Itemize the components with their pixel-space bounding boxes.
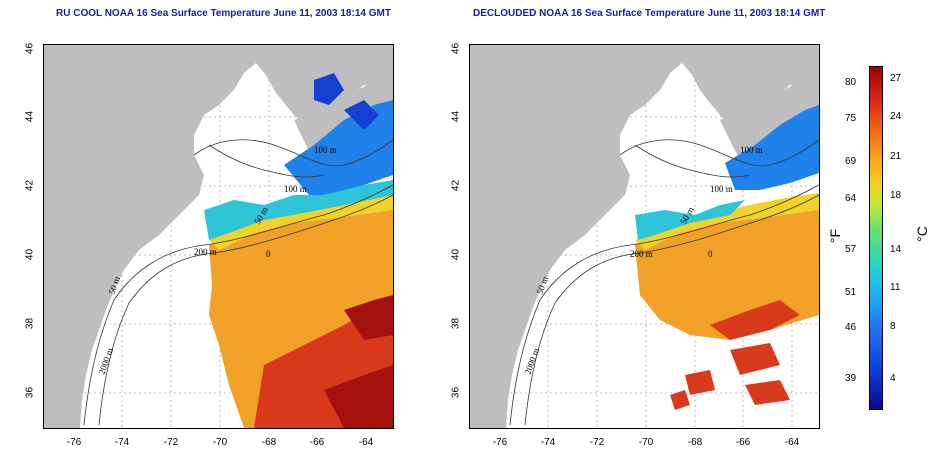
- right-map-graphic: 100 m 100 m 50 m 200 m 50 m 2000 m 0: [470, 45, 819, 428]
- left-map-graphic: 100 m 100 m 50 m 200 m 50 m 2000 m 0: [44, 45, 393, 428]
- left-lat-tick-38: 38: [24, 317, 36, 330]
- right-lat-tick-42: 42: [450, 179, 462, 192]
- left-lon-tick-64: -64: [358, 437, 374, 448]
- fahrenheit-tick-57: 57: [845, 244, 857, 255]
- contour-label-2000m: 2000 m: [96, 347, 115, 376]
- right-lon-tick-70: -70: [638, 437, 654, 448]
- celsius-unit-label: °C: [913, 226, 930, 242]
- fahrenheit-tick-75: 75: [845, 113, 857, 124]
- left-lon-tick-72: -72: [163, 437, 179, 448]
- celsius-tick-11: 11: [890, 282, 901, 293]
- right-lon-tick-76: -76: [492, 437, 508, 448]
- contour-label-100m-b: 100 m: [284, 184, 307, 194]
- temperature-colorbar: [869, 66, 883, 410]
- contour-label-2000m: 2000 m: [522, 347, 541, 376]
- left-lon-tick-66: -66: [309, 437, 325, 448]
- contour-label-100m-a: 100 m: [740, 145, 763, 155]
- fahrenheit-tick-51: 51: [845, 287, 857, 298]
- sst-gulf-maine-cyan: [204, 180, 393, 240]
- sst-gulf-maine-cyan: [635, 200, 745, 240]
- sst-cold-water: [725, 105, 819, 190]
- fahrenheit-tick-39: 39: [845, 373, 857, 384]
- fahrenheit-tick-80: 80: [845, 77, 857, 88]
- fahrenheit-tick-46: 46: [845, 322, 857, 333]
- celsius-tick-8: 8: [890, 321, 896, 332]
- fahrenheit-tick-69: 69: [845, 156, 857, 167]
- contour-label-200m: 200 m: [194, 247, 217, 257]
- fahrenheit-tick-64: 64: [845, 193, 857, 204]
- left-lat-tick-44: 44: [24, 110, 36, 123]
- left-map-title: RU COOL NOAA 16 Sea Surface Temperature …: [56, 8, 391, 19]
- contour-label-100m-a: 100 m: [314, 145, 337, 155]
- left-lat-tick-36: 36: [24, 386, 36, 399]
- sst-dark-red-patches: [324, 295, 393, 428]
- sst-cold-blue-patch: [314, 73, 379, 130]
- right-lon-tick-68: -68: [687, 437, 703, 448]
- left-sst-map: 100 m 100 m 50 m 200 m 50 m 2000 m 0: [43, 44, 394, 429]
- right-lat-tick-36: 36: [450, 386, 462, 399]
- landmass: [44, 45, 393, 428]
- celsius-tick-21: 21: [890, 151, 902, 162]
- right-lat-tick-38: 38: [450, 317, 462, 330]
- celsius-tick-24: 24: [890, 111, 902, 122]
- contour-label-100m-b: 100 m: [710, 184, 733, 194]
- right-lat-tick-44: 44: [450, 110, 462, 123]
- contour-label-zero: 0: [708, 249, 713, 259]
- celsius-tick-18: 18: [890, 190, 902, 201]
- contour-label-zero: 0: [266, 249, 271, 259]
- celsius-tick-4: 4: [890, 373, 896, 384]
- celsius-tick-27: 27: [890, 73, 902, 84]
- contour-label-200m: 200 m: [630, 249, 653, 259]
- nova-scotia: [294, 67, 393, 163]
- right-map-title: DECLOUDED NOAA 16 Sea Surface Temperatur…: [473, 8, 826, 19]
- landmass: [470, 45, 819, 428]
- sst-hot-patches: [670, 300, 800, 410]
- right-lat-tick-40: 40: [450, 248, 462, 261]
- left-lat-tick-42: 42: [24, 179, 36, 192]
- left-lon-tick-68: -68: [261, 437, 277, 448]
- right-lon-tick-66: -66: [735, 437, 751, 448]
- right-lon-tick-64: -64: [784, 437, 800, 448]
- right-lon-tick-72: -72: [589, 437, 605, 448]
- celsius-tick-14: 14: [890, 244, 902, 255]
- bathymetry-contours: [509, 139, 819, 426]
- left-lon-tick-74: -74: [114, 437, 130, 448]
- right-lat-tick-46: 46: [450, 42, 462, 55]
- bathymetry-contours: [83, 139, 393, 426]
- nova-scotia: [720, 67, 819, 163]
- left-lat-tick-40: 40: [24, 248, 36, 261]
- left-lon-tick-70: -70: [212, 437, 228, 448]
- right-sst-map: 100 m 100 m 50 m 200 m 50 m 2000 m 0: [469, 44, 820, 429]
- fahrenheit-unit-label: °F: [827, 228, 844, 244]
- left-lat-tick-46: 46: [24, 42, 36, 55]
- right-lon-tick-74: -74: [540, 437, 556, 448]
- left-lon-tick-76: -76: [66, 437, 82, 448]
